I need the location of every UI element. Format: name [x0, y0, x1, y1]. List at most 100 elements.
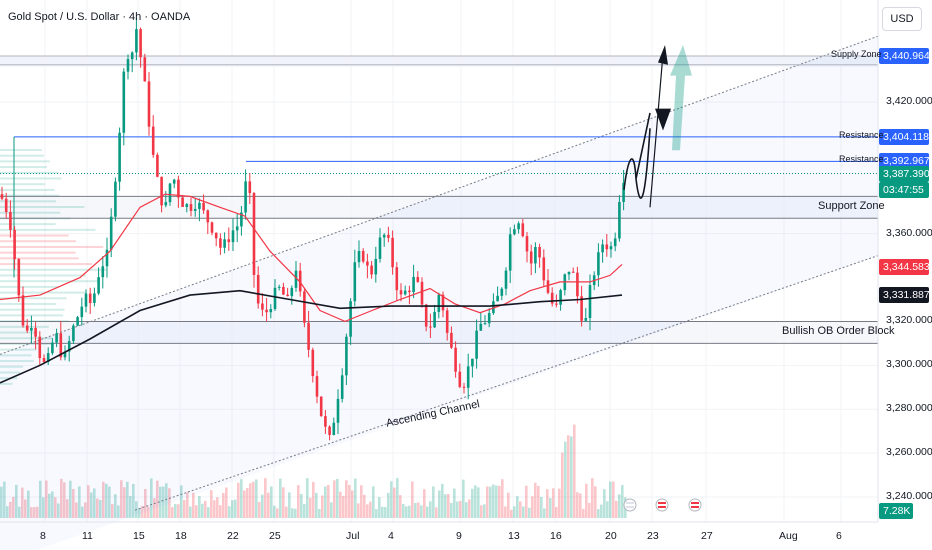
volume-bar: [408, 505, 411, 518]
volume-bar: [375, 509, 378, 518]
candle-body: [286, 294, 289, 297]
candle-body: [340, 375, 344, 399]
candle: [458, 363, 462, 389]
event-flag-stripe: [658, 506, 666, 508]
volume-bar: [138, 508, 141, 518]
candle-body: [555, 303, 558, 305]
volume-bar: [621, 484, 624, 518]
candle: [601, 239, 604, 263]
volume-bar: [240, 479, 243, 518]
candle: [76, 315, 79, 327]
candle-body: [76, 317, 79, 326]
candle-body: [387, 234, 390, 238]
volume-bar: [393, 487, 396, 518]
candle: [46, 347, 50, 366]
candle-body: [4, 198, 8, 212]
profile-bar: [0, 148, 42, 151]
y-tick-label: 3,240.000: [886, 490, 932, 502]
volume-bar: [576, 492, 579, 518]
volume-bar: [294, 508, 297, 518]
volume-bar: [306, 478, 309, 518]
candle-body: [126, 59, 130, 72]
volume-bar: [285, 506, 288, 518]
volume-bar: [120, 480, 123, 518]
candle-body: [424, 304, 428, 327]
channel-lower-line: [134, 255, 879, 511]
volume-bar: [516, 496, 519, 518]
candle-body: [513, 229, 516, 235]
candle: [210, 221, 214, 236]
profile-bar: [0, 183, 45, 186]
volume-bar: [162, 486, 165, 518]
volume-bar: [552, 488, 555, 518]
candle: [353, 249, 357, 307]
candle: [269, 304, 273, 319]
profile-bar: [0, 274, 86, 277]
candle: [51, 338, 54, 356]
candle-body: [500, 288, 504, 296]
x-tick-label: 18: [175, 530, 187, 542]
volume-bar: [12, 496, 15, 518]
candle-body: [223, 239, 226, 248]
volume-bar: [336, 478, 339, 518]
volume-bar: [27, 490, 30, 518]
volume-bar: [597, 509, 600, 518]
candle: [202, 194, 205, 214]
volume-bar: [591, 478, 594, 518]
profile-bar: [0, 160, 50, 163]
candle: [584, 307, 588, 322]
candle-body: [315, 376, 319, 397]
projection-arrow-green: [670, 44, 692, 151]
candle-body: [231, 230, 235, 243]
candle-body: [34, 327, 37, 337]
volume-bar: [174, 503, 177, 518]
projection-swing: [635, 128, 651, 199]
volume-bar: [417, 502, 420, 518]
volume-bar: [39, 480, 42, 518]
profile-bar: [0, 297, 67, 300]
volume-bar: [438, 490, 441, 518]
candle-body: [328, 426, 331, 435]
candle: [198, 198, 201, 222]
candle: [403, 285, 407, 296]
volume-bar: [282, 487, 285, 518]
candle: [462, 382, 466, 394]
currency-button[interactable]: USD: [882, 7, 922, 31]
volume-bar: [312, 481, 315, 518]
volume-bar: [186, 492, 189, 518]
volume-bar: [585, 483, 588, 518]
volume-bar: [123, 487, 126, 518]
candle-body: [198, 202, 201, 209]
volume-bar: [537, 485, 540, 518]
candle: [261, 293, 264, 317]
candle-body: [261, 303, 264, 310]
volume-bar: [132, 483, 135, 518]
candle-body: [105, 249, 109, 267]
candle: [500, 287, 504, 301]
candle-body: [177, 179, 180, 198]
candle: [508, 227, 512, 283]
volume-bar: [198, 496, 201, 518]
volume-bar: [474, 485, 477, 518]
volume-bar: [216, 497, 219, 518]
volume-bar: [171, 507, 174, 518]
x-tick-label: 13: [508, 530, 520, 542]
price-tag: 3,331.887: [879, 287, 930, 304]
volume-bar: [234, 499, 237, 518]
volume-bar: [612, 481, 615, 518]
volume-bar: [279, 478, 282, 518]
candle-body: [277, 286, 281, 288]
volume-bar: [573, 424, 576, 518]
candle-body: [538, 247, 541, 258]
candle: [122, 68, 126, 146]
candle-body: [576, 272, 579, 297]
candle-body: [307, 322, 310, 350]
volume-bar: [309, 497, 312, 518]
volume-bar: [567, 435, 570, 518]
volume-bar: [492, 484, 495, 518]
candle: [361, 248, 365, 264]
profile-bar: [0, 371, 21, 374]
candle-body: [458, 371, 462, 387]
volume-bar: [483, 504, 486, 518]
